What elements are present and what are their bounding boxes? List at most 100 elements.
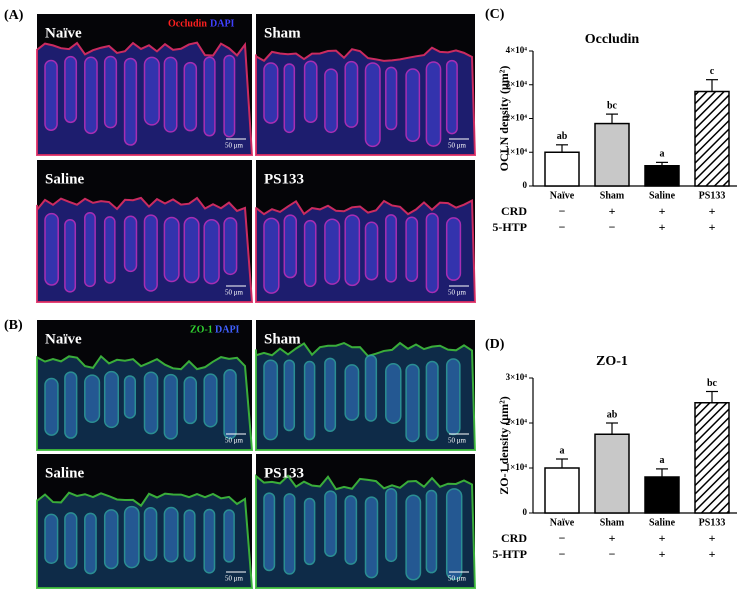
micrograph: Naïve 50 μm xyxy=(36,320,254,451)
crypt xyxy=(324,68,338,134)
condition-mark: + xyxy=(609,531,616,545)
crypt xyxy=(64,512,78,570)
crypt xyxy=(405,216,419,283)
crypt xyxy=(223,217,238,276)
crypt xyxy=(364,354,378,422)
crypt xyxy=(263,62,279,124)
crypt xyxy=(143,507,158,562)
chart-tag: (C) xyxy=(485,7,505,22)
crypt xyxy=(203,56,216,137)
crypt xyxy=(263,217,280,294)
crypt xyxy=(385,488,398,563)
bar xyxy=(544,467,580,514)
micrograph: Saline 50 μm xyxy=(36,454,254,589)
crypt xyxy=(44,59,58,131)
x-tick-label: Sham xyxy=(600,190,625,201)
crypt xyxy=(283,214,297,279)
condition-mark: + xyxy=(709,547,716,561)
crypt xyxy=(445,488,463,581)
image-label: Sham xyxy=(264,331,301,347)
crypt xyxy=(123,57,138,146)
crypt xyxy=(324,490,337,558)
crypt xyxy=(44,513,59,564)
significance-letter: a xyxy=(660,149,665,160)
scale-label: 50 μm xyxy=(225,289,244,297)
y-axis-label: ZO-1 density (μm²) xyxy=(497,396,511,494)
crypt xyxy=(84,56,98,135)
x-tick-label: PS133 xyxy=(699,517,726,528)
crypt xyxy=(203,219,220,285)
crypt xyxy=(344,214,361,287)
y-tick-label: 1×10⁴ xyxy=(506,146,528,156)
condition-label: 5-HTP xyxy=(492,547,527,561)
crypt xyxy=(84,374,101,423)
x-tick-label: Sham xyxy=(600,517,625,528)
condition-mark: − xyxy=(559,547,566,561)
crypt xyxy=(344,60,359,128)
crypt xyxy=(44,212,59,286)
crypt xyxy=(303,60,318,123)
condition-mark: − xyxy=(559,531,566,545)
condition-label: CRD xyxy=(501,531,527,545)
crypt xyxy=(163,216,180,283)
crypt xyxy=(324,218,341,285)
crypt xyxy=(405,68,421,143)
crypt xyxy=(64,218,77,293)
crypt xyxy=(283,63,296,134)
crypt xyxy=(385,214,397,283)
chart-title: Occludin xyxy=(585,32,640,47)
crypt xyxy=(405,494,422,581)
crypt xyxy=(283,359,296,432)
scale-label: 50 μm xyxy=(448,289,467,297)
crypt xyxy=(103,370,119,429)
x-tick-label: Naïve xyxy=(550,190,575,201)
x-tick-label: Naïve xyxy=(550,517,575,528)
image-label: Naïve xyxy=(45,25,82,41)
scale-label: 50 μm xyxy=(225,437,244,445)
bar xyxy=(644,165,680,187)
condition-mark: + xyxy=(709,204,716,218)
significance-letter: a xyxy=(560,445,565,456)
scale-label: 50 μm xyxy=(448,437,467,445)
crypt xyxy=(344,364,360,421)
crypt xyxy=(263,492,276,572)
bar xyxy=(694,90,730,187)
crypt xyxy=(163,56,178,133)
crypt xyxy=(183,216,200,284)
scale-label: 50 μm xyxy=(448,575,467,583)
crypt xyxy=(163,506,179,563)
crypt xyxy=(445,217,462,281)
image-label: PS133 xyxy=(264,171,304,187)
crypt xyxy=(364,496,379,579)
stain-label: Occludin xyxy=(168,18,207,29)
micrograph: PS133 50 μm xyxy=(255,160,477,303)
condition-mark: + xyxy=(709,220,716,234)
crypt xyxy=(405,363,420,443)
micrograph: Saline 50 μm xyxy=(36,160,254,303)
crypt xyxy=(223,54,236,138)
crypt xyxy=(303,360,316,441)
y-tick-label: 4×10⁴ xyxy=(506,45,528,55)
image-label: Sham xyxy=(264,25,301,41)
bar xyxy=(694,402,730,514)
crypt xyxy=(324,357,337,432)
crypt xyxy=(303,219,317,288)
crypt xyxy=(183,376,198,425)
crypt xyxy=(64,371,78,439)
crypt xyxy=(203,373,218,428)
crypt xyxy=(143,371,159,435)
condition-label: 5-HTP xyxy=(492,220,527,234)
crypt xyxy=(183,509,196,562)
condition-label: CRD xyxy=(501,204,527,218)
y-tick-label: 0 xyxy=(523,180,528,190)
crypt xyxy=(143,214,158,292)
significance-letter: ab xyxy=(607,409,618,420)
crypt xyxy=(364,221,379,281)
scale-label: 50 μm xyxy=(225,142,244,150)
crypt xyxy=(123,215,138,273)
crypt xyxy=(303,497,316,566)
crypt xyxy=(103,55,118,129)
crypt xyxy=(64,55,78,124)
crypt xyxy=(385,66,398,131)
crypt xyxy=(425,212,439,294)
